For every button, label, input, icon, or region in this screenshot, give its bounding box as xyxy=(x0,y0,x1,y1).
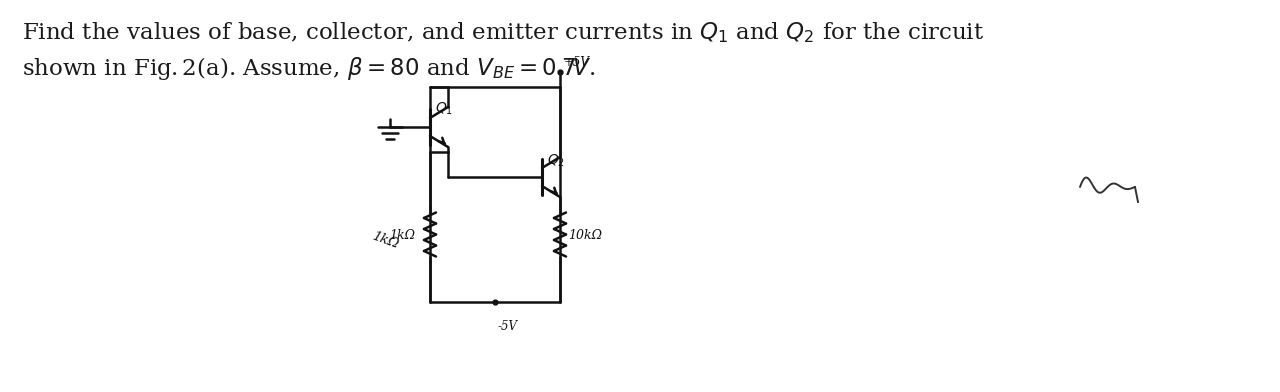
Text: 10kΩ: 10kΩ xyxy=(568,229,602,241)
Text: $Q_2$: $Q_2$ xyxy=(547,152,566,169)
Text: +5V: +5V xyxy=(564,56,590,69)
Text: $Q_1$: $Q_1$ xyxy=(435,101,453,117)
Text: 1kΩ: 1kΩ xyxy=(370,229,401,251)
Text: shown in Fig.$\,$2(a). Assume, $\beta = 80$ and $V_{BE} = 0.7V$.: shown in Fig.$\,$2(a). Assume, $\beta = … xyxy=(22,55,595,82)
Text: 1kΩ: 1kΩ xyxy=(389,229,415,241)
Text: -5V: -5V xyxy=(498,320,518,333)
Text: Find the values of base, collector, and emitter currents in $Q_1$ and $Q_2$ for : Find the values of base, collector, and … xyxy=(22,20,984,45)
